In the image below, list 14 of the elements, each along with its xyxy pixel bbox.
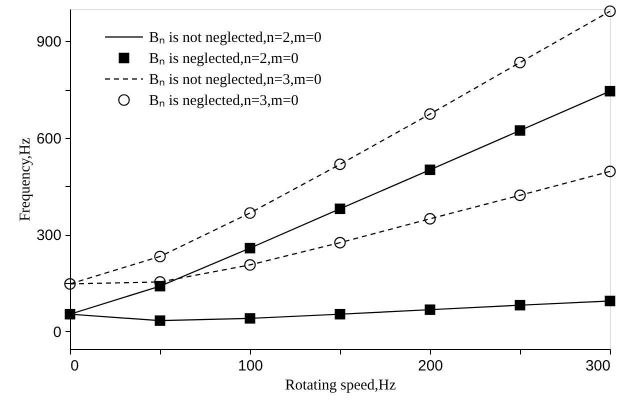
x-tick-label: 0 xyxy=(70,358,79,374)
legend-label: Bₙ is not neglected,n=2,m=0 xyxy=(149,30,322,46)
y-axis-title: Frequency,Hz xyxy=(17,137,34,222)
y-tick-label: 300 xyxy=(36,227,62,244)
legend-label: Bₙ is neglected,n=2,m=0 xyxy=(149,51,299,67)
x-tick-label: 200 xyxy=(418,358,444,374)
x-tick-label: 300 xyxy=(585,358,610,374)
y-tick-label: 600 xyxy=(36,130,62,148)
x-axis-title: Rotating speed,Hz xyxy=(285,378,396,394)
y-tick-label: 900 xyxy=(36,34,62,51)
y-tick-label: 0 xyxy=(53,324,62,341)
legend-label: Bₙ is neglected,n=3,m=0 xyxy=(149,93,299,109)
legend-label: Bₙ is not neglected,n=3,m=0 xyxy=(149,72,322,88)
x-tick-label: 100 xyxy=(238,358,264,374)
